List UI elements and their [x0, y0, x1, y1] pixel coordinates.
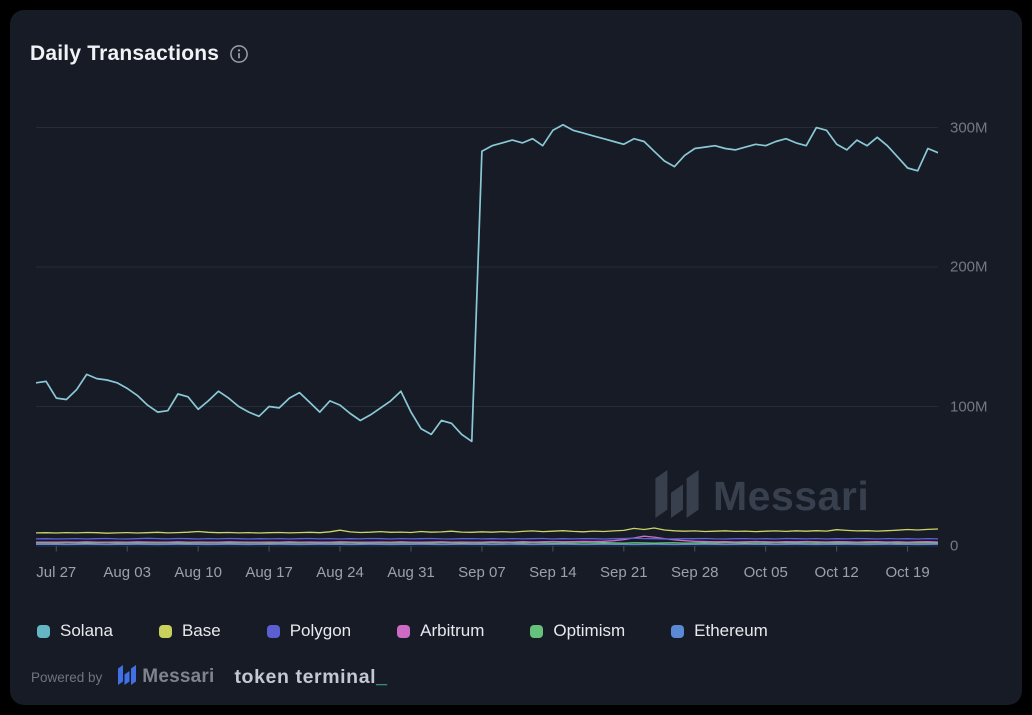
token-terminal-logo[interactable]: token terminal_ [234, 666, 387, 689]
legend-swatch-solana [37, 624, 50, 638]
legend-label-optimism: Optimism [553, 621, 626, 640]
legend-swatch-arbitrum [397, 624, 411, 638]
legend-swatch-optimism [530, 624, 544, 638]
legend-swatch-base [158, 624, 172, 638]
x-axis-label-Sep 14: Sep 14 [529, 564, 577, 581]
series-line-solana [36, 123, 938, 443]
messari-watermark-text: Messari [713, 473, 870, 519]
messari-watermark: Messari [655, 470, 869, 523]
y-axis-label-300M: 300M [950, 119, 988, 137]
legend-label-ethereum: Ethereum [694, 621, 768, 640]
info-icon[interactable] [229, 44, 249, 64]
legend-swatch-ethereum [671, 624, 685, 638]
token-terminal-underscore: _ [376, 665, 388, 688]
series-line-arbitrum [36, 535, 938, 543]
legend-item-base[interactable]: Base [158, 621, 221, 641]
legend-label-polygon: Polygon [289, 621, 352, 640]
title-row: Daily Transactions [30, 42, 249, 66]
x-axis-label-Aug 31: Aug 31 [387, 564, 435, 581]
messari-logo[interactable]: Messari [118, 664, 215, 690]
x-axis-label-Sep 21: Sep 21 [600, 564, 648, 581]
daily-transactions-card: Daily Transactions Messari 300M 2 [10, 10, 1022, 705]
legend-swatch-polygon [266, 624, 280, 638]
series-line-base [36, 527, 938, 534]
series-line-optimism [36, 542, 938, 544]
series-line-polygon [36, 537, 938, 540]
legend-item-polygon[interactable]: Polygon [266, 621, 352, 641]
legend-item-ethereum[interactable]: Ethereum [671, 621, 768, 641]
legend-label-arbitrum: Arbitrum [420, 621, 485, 640]
x-axis-label-Aug 10: Aug 10 [174, 564, 222, 581]
x-axis-label-Oct 19: Oct 19 [885, 564, 930, 581]
chart-svg[interactable] [36, 115, 938, 552]
legend-label-base: Base [181, 621, 221, 640]
powered-by-label: Powered by [31, 669, 103, 685]
messari-logo-text: Messari [142, 666, 215, 687]
messari-logo-icon [118, 664, 137, 690]
x-axis-label-Sep 07: Sep 07 [458, 564, 506, 581]
x-axis-label-Oct 12: Oct 12 [814, 564, 859, 581]
chart-legend: Solana Base Polygon Arbitrum Optimism Ethereu… [37, 621, 768, 641]
legend-item-solana[interactable]: Solana [37, 621, 113, 641]
x-axis-label-Jul 27: Jul 27 [36, 564, 77, 581]
x-axis-label-Aug 03: Aug 03 [103, 564, 151, 581]
x-axis-label-Aug 24: Aug 24 [316, 564, 364, 581]
legend-item-arbitrum[interactable]: Arbitrum [397, 621, 484, 641]
x-axis-label-Oct 05: Oct 05 [743, 564, 788, 581]
y-axis-label-0: 0 [950, 537, 959, 555]
y-axis-label-100M: 100M [950, 398, 988, 416]
page-title: Daily Transactions [30, 42, 220, 65]
x-axis-label-Sep 28: Sep 28 [670, 564, 719, 581]
token-terminal-text: token terminal [234, 665, 377, 688]
legend-item-optimism[interactable]: Optimism [530, 621, 625, 641]
y-axis-label-200M: 200M [950, 258, 988, 276]
x-axis-label-Aug 17: Aug 17 [245, 564, 293, 581]
legend-label-solana: Solana [60, 621, 113, 640]
messari-watermark-icon [655, 470, 699, 523]
footer: Powered by Messari token terminal_ [31, 660, 388, 694]
